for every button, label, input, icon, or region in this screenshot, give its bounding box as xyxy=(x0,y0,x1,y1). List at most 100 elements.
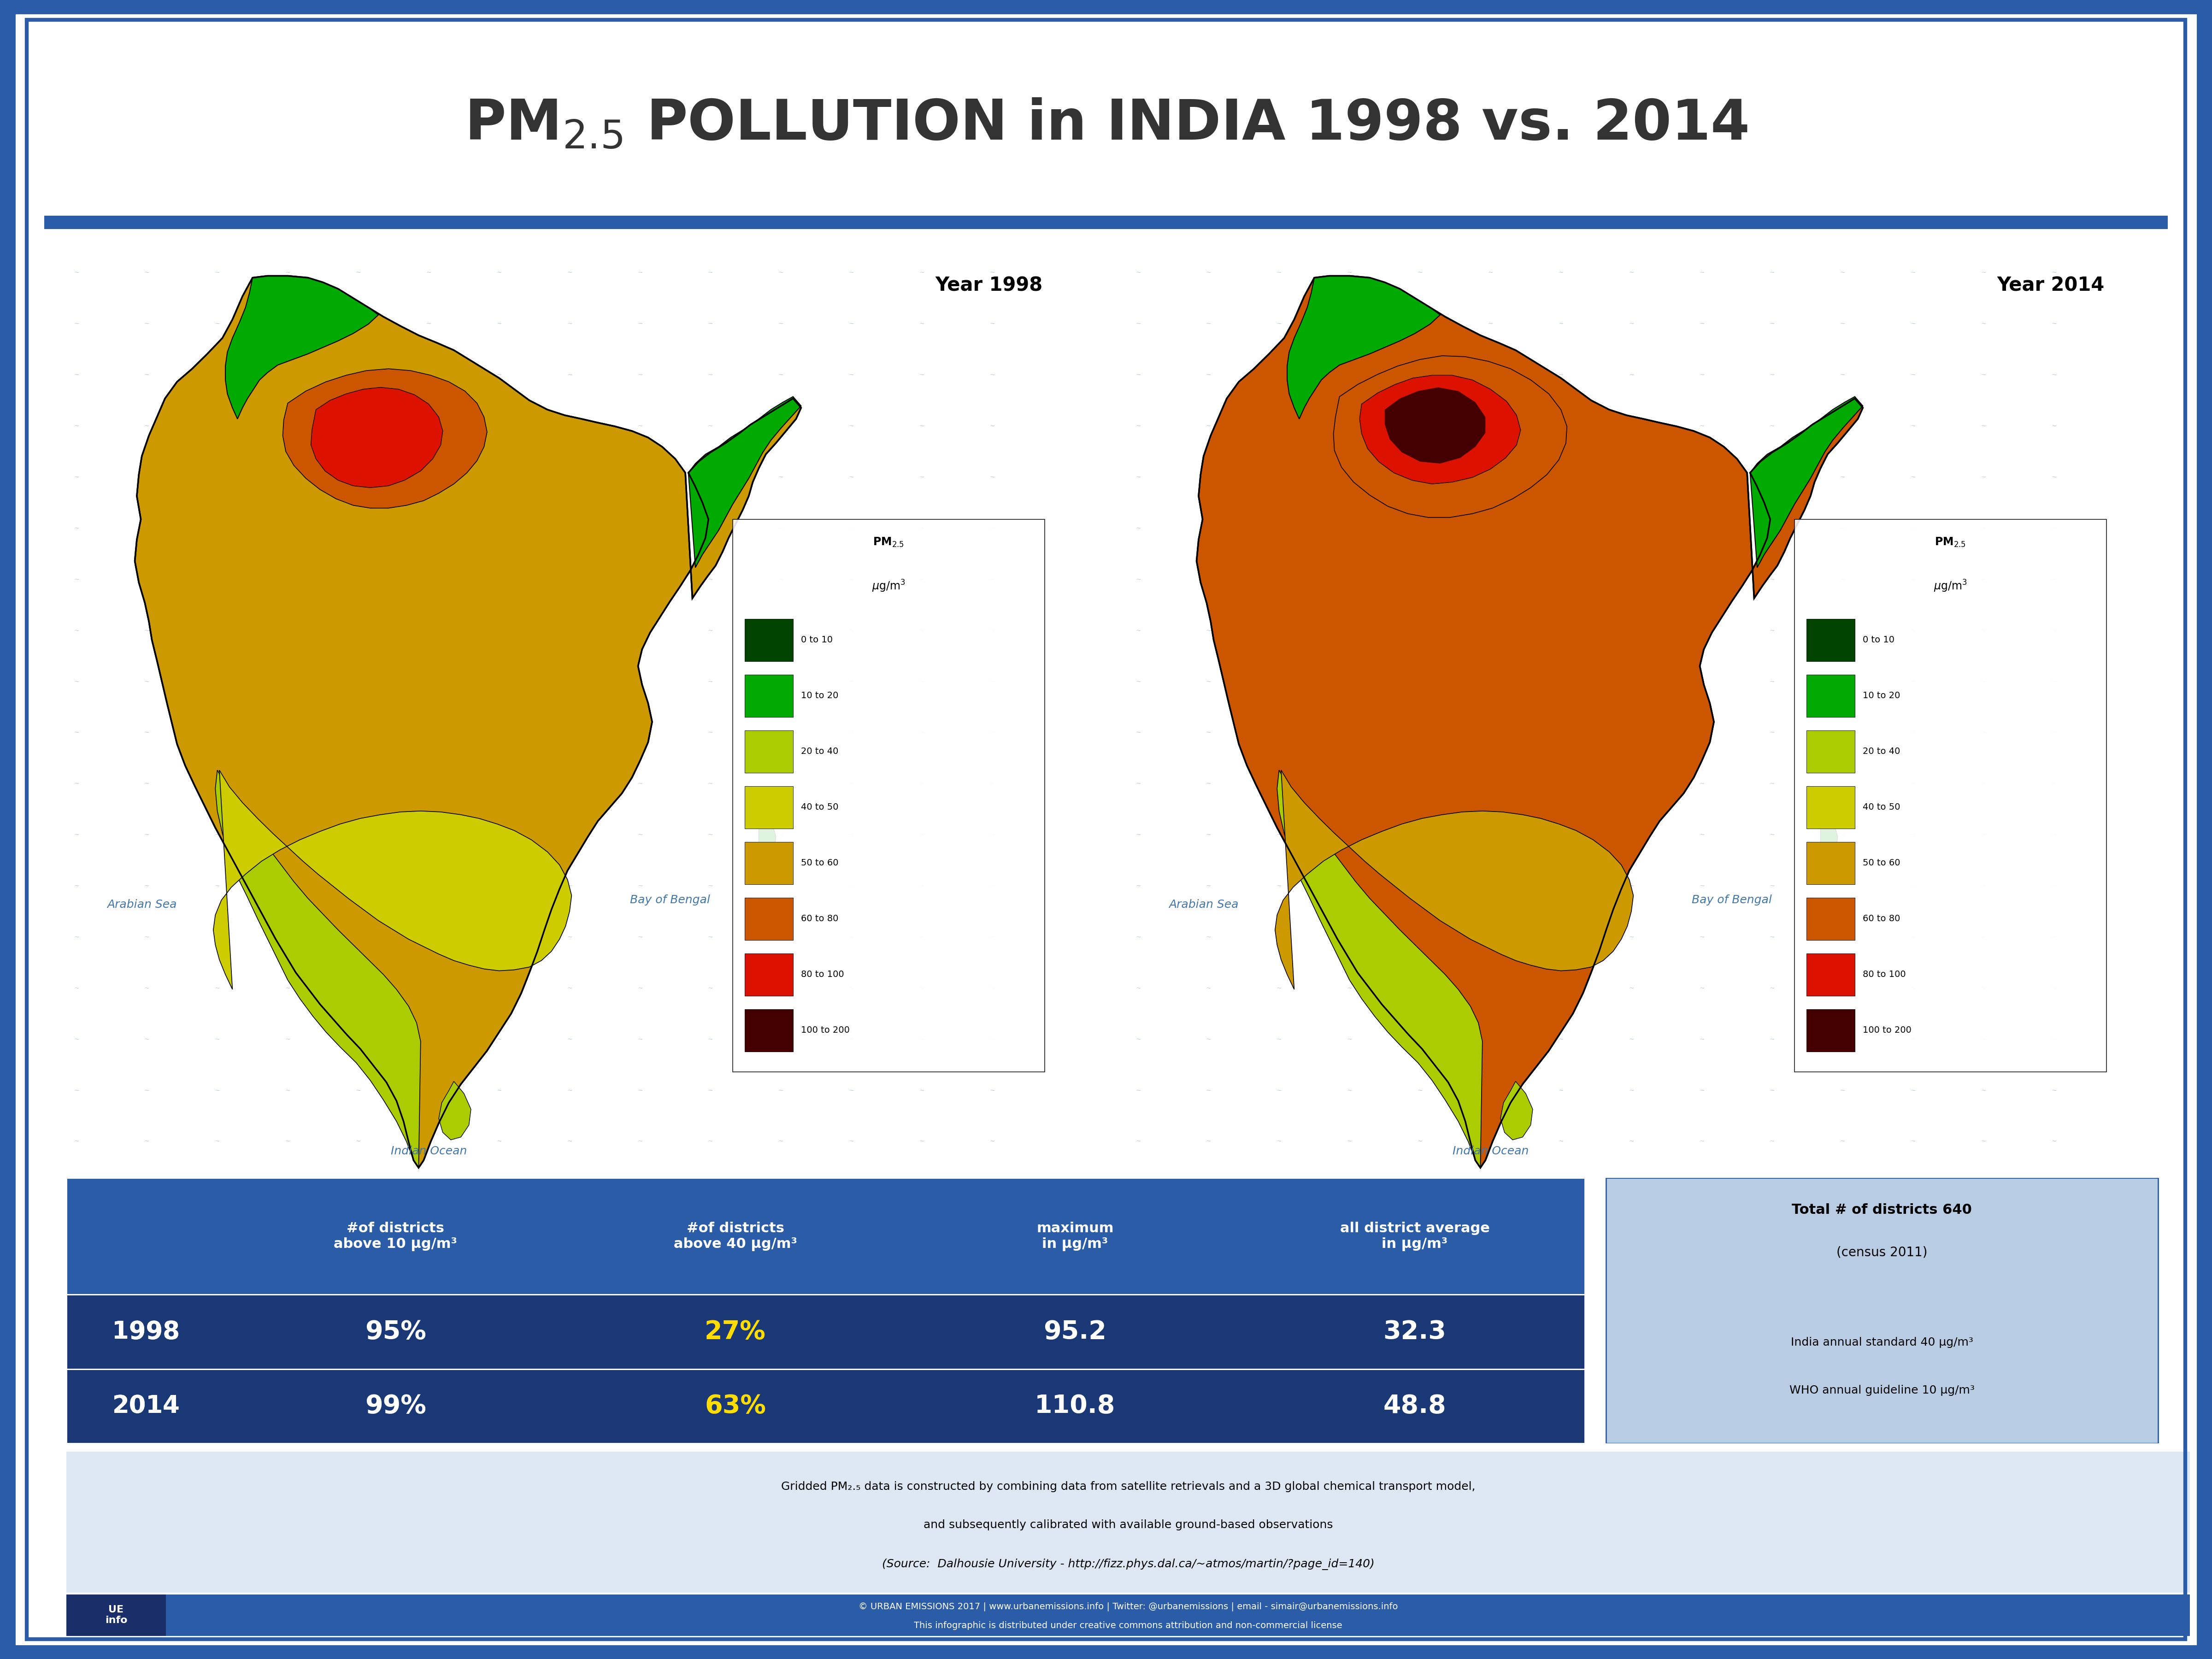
Text: ~: ~ xyxy=(1276,1138,1281,1145)
Text: ~: ~ xyxy=(1770,1037,1774,1044)
Text: ~: ~ xyxy=(920,270,925,277)
Text: ~: ~ xyxy=(144,781,150,788)
Text: ~: ~ xyxy=(779,1037,783,1044)
Polygon shape xyxy=(1378,385,1489,466)
Text: 2014: 2014 xyxy=(113,1394,179,1418)
Text: ~: ~ xyxy=(849,627,854,634)
Text: ~: ~ xyxy=(73,474,80,481)
Text: ~: ~ xyxy=(920,781,925,788)
Text: ~: ~ xyxy=(356,1138,361,1145)
Text: ~: ~ xyxy=(849,576,854,582)
Text: ~: ~ xyxy=(920,883,925,889)
Text: ~: ~ xyxy=(1489,320,1493,327)
Text: ~: ~ xyxy=(1557,1087,1564,1093)
Text: 1998: 1998 xyxy=(113,1321,179,1344)
Text: ~: ~ xyxy=(1418,934,1422,941)
Text: ~: ~ xyxy=(1489,423,1493,430)
Text: ~: ~ xyxy=(356,270,361,277)
Text: Bay of Bengal: Bay of Bengal xyxy=(630,894,710,906)
Text: ~: ~ xyxy=(285,372,290,378)
Text: ~: ~ xyxy=(495,831,502,838)
Text: ~: ~ xyxy=(1206,1087,1212,1093)
Text: ~: ~ xyxy=(73,1087,80,1093)
Polygon shape xyxy=(312,387,442,488)
Polygon shape xyxy=(1334,355,1566,518)
Text: ~: ~ xyxy=(1489,781,1493,788)
Text: ~: ~ xyxy=(637,526,644,533)
Text: ~: ~ xyxy=(1489,1037,1493,1044)
Text: ~: ~ xyxy=(989,627,995,634)
Text: ~: ~ xyxy=(144,627,150,634)
Text: ~: ~ xyxy=(849,270,854,277)
Text: ~: ~ xyxy=(1135,1087,1141,1093)
Text: ~: ~ xyxy=(495,985,502,992)
Text: ~: ~ xyxy=(1418,781,1422,788)
Text: ~: ~ xyxy=(1982,781,1986,788)
Text: ~: ~ xyxy=(1911,576,1916,582)
Text: ~: ~ xyxy=(566,474,573,481)
Text: ~: ~ xyxy=(1489,372,1493,378)
Text: ~: ~ xyxy=(1347,576,1352,582)
Text: ~: ~ xyxy=(849,781,854,788)
Text: 50 to 60: 50 to 60 xyxy=(1863,859,1900,868)
Text: ~: ~ xyxy=(427,1037,431,1044)
Text: ~: ~ xyxy=(1347,627,1352,634)
Text: ~: ~ xyxy=(1276,627,1281,634)
Text: $\mu$g/m$^3$: $\mu$g/m$^3$ xyxy=(1933,579,1966,594)
Text: ~: ~ xyxy=(1911,679,1916,685)
Text: ~: ~ xyxy=(1628,831,1635,838)
Text: ~: ~ xyxy=(1276,883,1281,889)
Text: ~: ~ xyxy=(427,372,431,378)
Text: ~: ~ xyxy=(708,679,712,685)
Text: ~: ~ xyxy=(1418,627,1422,634)
Text: ~: ~ xyxy=(1347,934,1352,941)
Text: ~: ~ xyxy=(427,270,431,277)
Text: ~: ~ xyxy=(1911,934,1916,941)
Text: ~: ~ xyxy=(1276,320,1281,327)
Bar xyxy=(745,675,794,717)
Text: 100 to 200: 100 to 200 xyxy=(801,1025,849,1035)
Text: ~: ~ xyxy=(215,320,219,327)
Text: ~: ~ xyxy=(1628,423,1635,430)
Text: ~: ~ xyxy=(1347,831,1352,838)
Text: ~: ~ xyxy=(1840,576,1845,582)
Text: ~: ~ xyxy=(637,730,644,737)
Text: ~: ~ xyxy=(1840,730,1845,737)
Text: ~: ~ xyxy=(1347,526,1352,533)
Text: ~: ~ xyxy=(566,1087,573,1093)
Text: ~: ~ xyxy=(1982,883,1986,889)
Text: ~: ~ xyxy=(1418,1087,1422,1093)
Text: ~: ~ xyxy=(1840,1037,1845,1044)
Text: PM$_{2.5}$: PM$_{2.5}$ xyxy=(874,536,905,549)
Text: ~: ~ xyxy=(1557,1138,1564,1145)
Text: ~: ~ xyxy=(1418,730,1422,737)
Text: ~: ~ xyxy=(1135,372,1141,378)
Text: ~: ~ xyxy=(215,985,219,992)
Text: ~: ~ xyxy=(144,320,150,327)
Bar xyxy=(745,786,794,828)
Text: ~: ~ xyxy=(2051,627,2057,634)
Text: ~: ~ xyxy=(566,423,573,430)
Text: ~: ~ xyxy=(285,423,290,430)
Text: ~: ~ xyxy=(1982,730,1986,737)
Bar xyxy=(1807,730,1856,773)
Text: Arabian Sea: Arabian Sea xyxy=(106,899,177,911)
Text: ~: ~ xyxy=(989,883,995,889)
Text: ~: ~ xyxy=(637,423,644,430)
Bar xyxy=(1807,786,1856,828)
Text: #of districts
above 10 μg/m³: #of districts above 10 μg/m³ xyxy=(334,1221,458,1251)
Text: ~: ~ xyxy=(779,474,783,481)
Text: ~: ~ xyxy=(1418,1037,1422,1044)
Text: ~: ~ xyxy=(495,679,502,685)
Text: ~: ~ xyxy=(73,526,80,533)
Text: ~: ~ xyxy=(144,1037,150,1044)
Text: ~: ~ xyxy=(637,883,644,889)
Text: maximum
in μg/m³: maximum in μg/m³ xyxy=(1037,1221,1113,1251)
Text: ~: ~ xyxy=(1911,831,1916,838)
Text: ~: ~ xyxy=(356,934,361,941)
Text: ~: ~ xyxy=(1982,526,1986,533)
Text: ~: ~ xyxy=(1135,1037,1141,1044)
Text: 40 to 50: 40 to 50 xyxy=(1863,803,1900,811)
Text: UE
info: UE info xyxy=(104,1606,128,1626)
Text: ~: ~ xyxy=(1135,883,1141,889)
